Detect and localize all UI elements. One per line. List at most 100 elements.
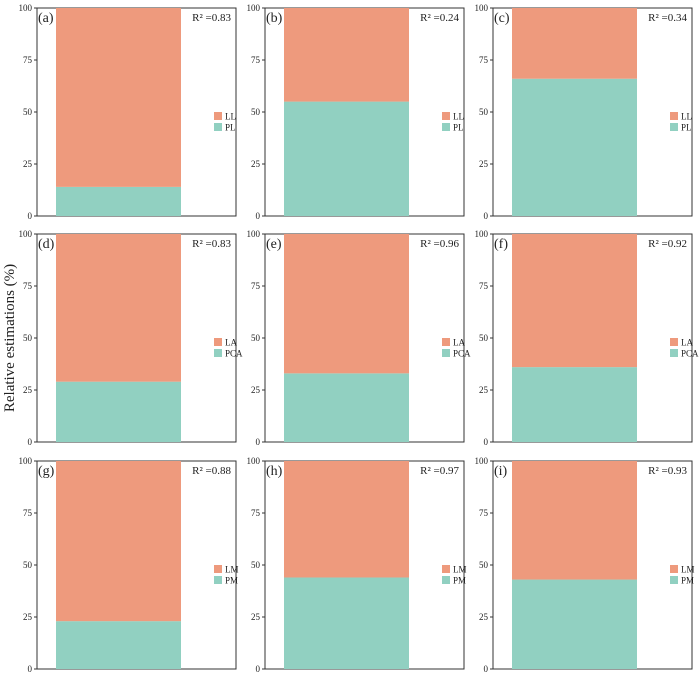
y-tick-label: 25 [23,612,33,622]
legend-swatch-lm [442,565,450,573]
legend-swatch-pca [670,349,678,357]
bar-segment-pl [56,186,181,216]
bar-segment-lm [56,461,181,622]
legend-label: PM [453,576,466,586]
legend-label: LA [225,338,237,348]
y-tick-label: 50 [251,560,261,570]
panel-label: (a) [38,11,54,26]
y-tick-label: 75 [23,55,33,65]
y-tick-label: 100 [475,229,489,239]
bar-segment-la [284,234,409,374]
y-tick-label: 0 [28,664,33,674]
legend-swatch-pca [442,349,450,357]
y-tick-label: 75 [23,508,33,518]
y-tick-label: 75 [251,508,261,518]
bar-segment-ll [56,8,181,187]
panel-label: (f) [494,237,508,252]
y-tick-label: 50 [23,107,33,117]
bar-segment-pl [512,78,637,216]
y-tick-label: 25 [251,612,261,622]
legend-label: LL [681,112,692,122]
y-tick-label: 25 [251,159,261,169]
bar-segment-ll [512,8,637,79]
y-tick-label: 100 [247,3,261,13]
legend-swatch-lm [670,565,678,573]
panel-label: (g) [38,464,55,479]
bar-segment-la [56,234,181,382]
legend-swatch-la [442,338,450,346]
r-squared-label: R² =0.83 [192,12,231,24]
panel-label: (d) [38,237,55,252]
bar-segment-pm [284,577,409,669]
bar-segment-pca [56,381,181,442]
y-tick-label: 50 [251,333,261,343]
bar-segment-lm [284,461,409,578]
y-tick-label: 75 [23,281,33,291]
y-tick-label: 0 [484,664,489,674]
legend-swatch-ll [442,112,450,120]
legend-label: LM [453,565,467,575]
r-squared-label: R² =0.88 [192,465,231,477]
y-tick-label: 25 [23,385,33,395]
legend-label: LA [453,338,465,348]
y-tick-label: 75 [479,508,489,518]
y-tick-label: 100 [19,229,33,239]
y-tick-label: 100 [19,3,33,13]
y-tick-label: 50 [479,107,489,117]
y-tick-label: 50 [479,333,489,343]
y-tick-label: 50 [23,333,33,343]
legend-swatch-pm [442,576,450,584]
panel-label: (h) [266,464,283,479]
r-squared-label: R² =0.92 [648,238,687,250]
y-tick-label: 25 [479,159,489,169]
legend-label: LA [681,338,693,348]
y-tick-label: 25 [23,159,33,169]
legend-label: PCA [681,349,699,359]
y-tick-label: 0 [256,664,261,674]
bar-segment-pca [284,373,409,442]
y-tick-label: 75 [479,55,489,65]
bar-segment-pca [512,367,637,442]
legend-swatch-pca [214,349,222,357]
legend-swatch-la [670,338,678,346]
legend-swatch-lm [214,565,222,573]
y-tick-label: 50 [251,107,261,117]
y-tick-label: 75 [479,281,489,291]
bar-segment-lm [512,461,637,580]
y-tick-label: 50 [479,560,489,570]
legend-label: PM [225,576,238,586]
r-squared-label: R² =0.93 [648,465,687,477]
y-tick-label: 0 [484,437,489,447]
y-tick-label: 25 [479,385,489,395]
legend-label: PM [681,576,694,586]
panel-label: (c) [494,11,510,26]
legend-label: LL [225,112,236,122]
y-tick-label: 50 [23,560,33,570]
y-tick-label: 0 [256,437,261,447]
bar-segment-la [512,234,637,368]
legend-label: PL [453,123,464,133]
y-tick-label: 100 [475,3,489,13]
y-tick-label: 0 [484,211,489,221]
legend-label: LM [681,565,695,575]
panel-label: (e) [266,237,282,252]
bar-segment-ll [284,8,409,102]
y-axis-label: Relative estimations (%) [2,264,18,412]
legend-label: LL [453,112,464,122]
legend-label: PCA [225,349,243,359]
r-squared-label: R² =0.24 [420,12,459,24]
y-tick-label: 25 [479,612,489,622]
legend-swatch-pm [670,576,678,584]
y-tick-label: 100 [19,456,33,466]
panel-label: (b) [266,11,283,26]
legend-swatch-la [214,338,222,346]
r-squared-label: R² =0.34 [648,12,687,24]
